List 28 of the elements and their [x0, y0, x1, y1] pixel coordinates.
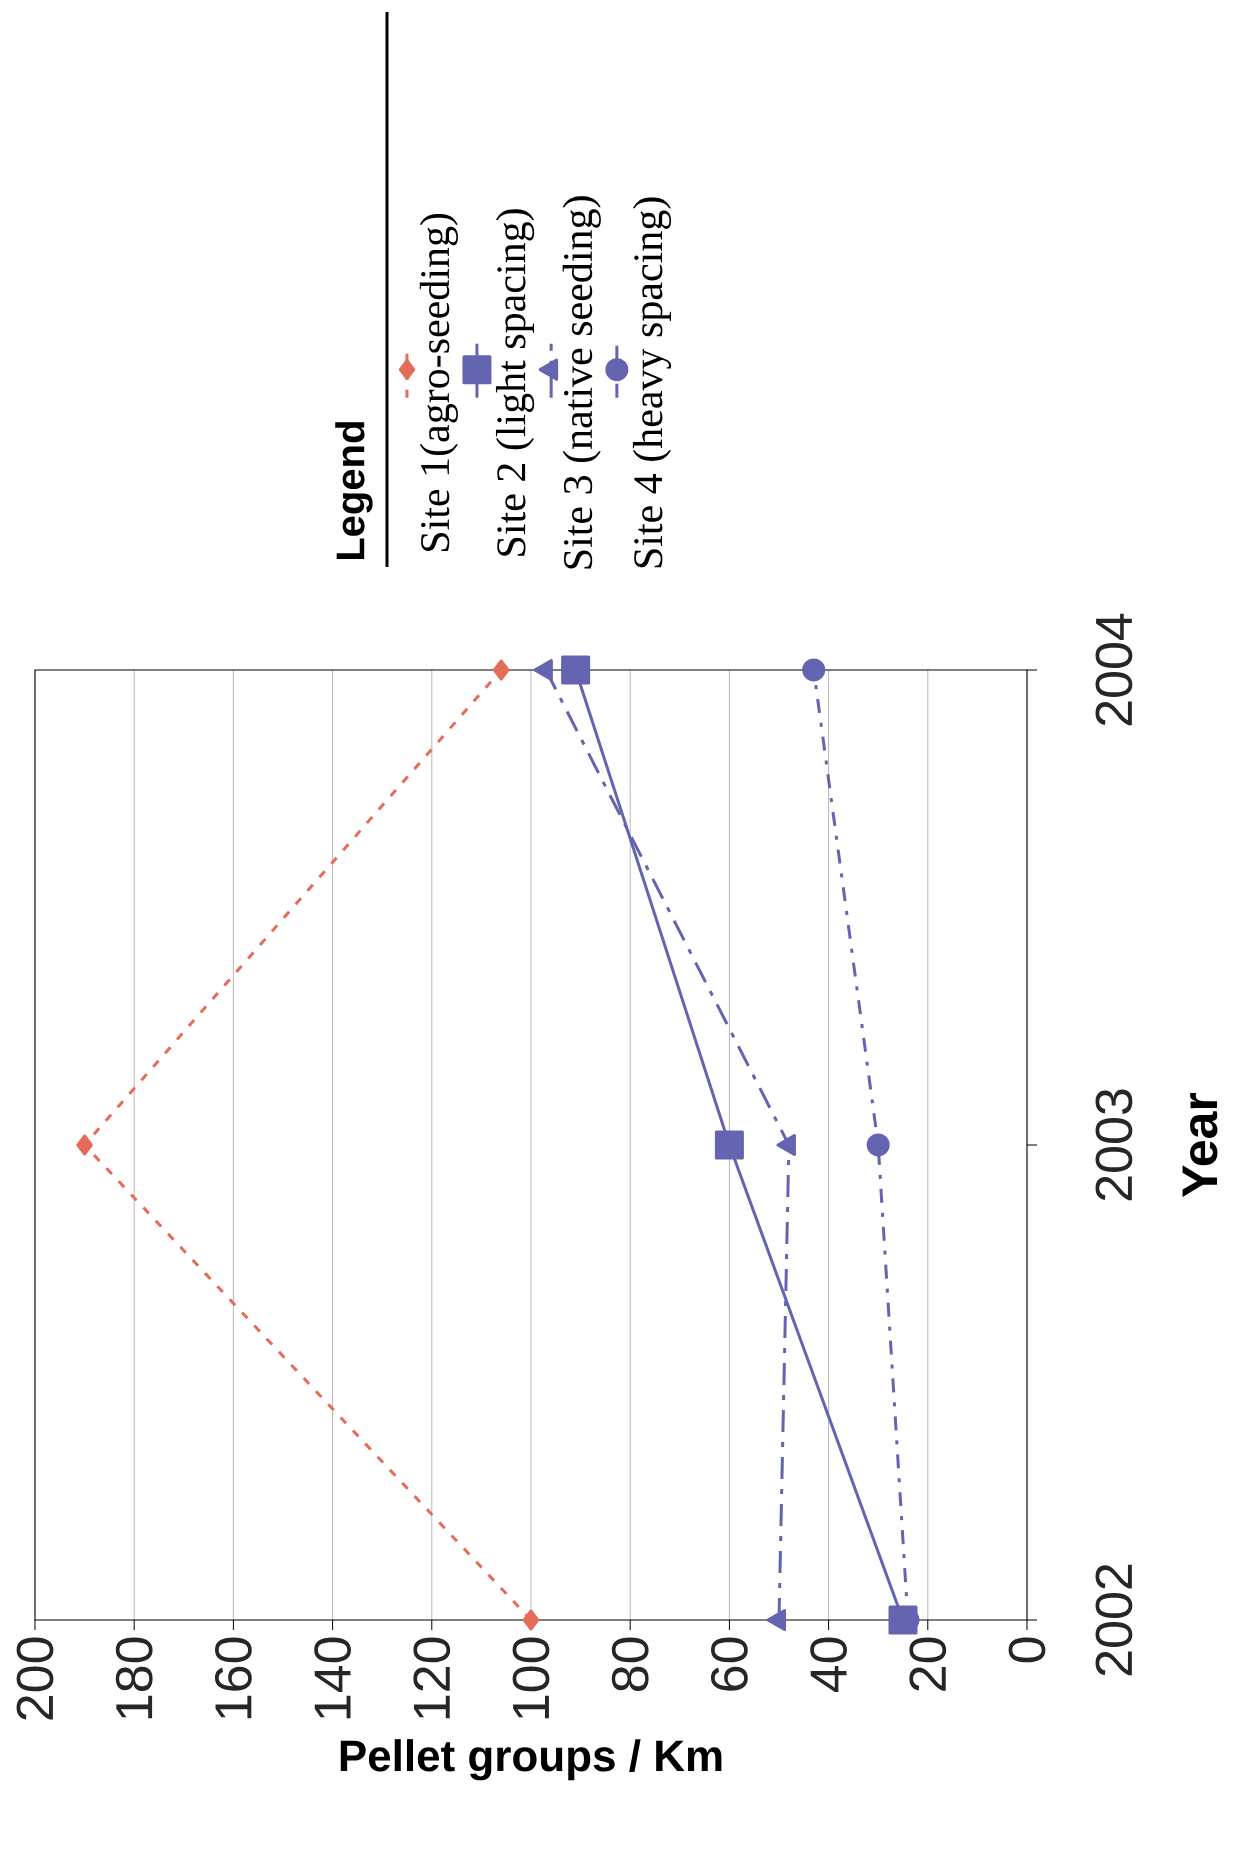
point [522, 1609, 540, 1631]
legend-title: Legend [335, 422, 373, 560]
x-tick-label: 0 [1008, 1637, 1046, 1663]
x-tick-label: 160 [214, 1637, 252, 1719]
x-tick-label: 180 [115, 1637, 153, 1719]
x-tick-label: 120 [413, 1637, 451, 1719]
x-tick-label: 200 [16, 1637, 54, 1720]
point [492, 659, 510, 681]
point [714, 1130, 744, 1160]
legend-label: Site 2 (light spacing) [495, 209, 535, 556]
y-tick-label: 2002 [1095, 1564, 1133, 1676]
point [866, 1133, 890, 1157]
point [76, 1134, 93, 1156]
y-tick-label: 2003 [1095, 1089, 1133, 1201]
legend-label: Site 1(agro-seeding) [419, 213, 458, 551]
y-tick-label: 2004 [1095, 613, 1133, 726]
point [561, 655, 591, 685]
y-axis-title: Year [1182, 1092, 1218, 1197]
x-tick-label: 140 [314, 1637, 351, 1719]
x-tick-label: 20 [909, 1637, 947, 1691]
x-axis-title: Pellet groups / Km [340, 1739, 722, 1781]
legend-label: Site 4 (heavy spacing) [632, 197, 672, 568]
legend-label: Site 3 (native seeding) [562, 196, 601, 569]
x-tick-label: 60 [710, 1637, 748, 1691]
point [802, 658, 826, 682]
x-tick-label: 100 [512, 1637, 550, 1719]
x-tick-label: 40 [810, 1637, 847, 1693]
x-tick-label: 80 [611, 1637, 649, 1692]
